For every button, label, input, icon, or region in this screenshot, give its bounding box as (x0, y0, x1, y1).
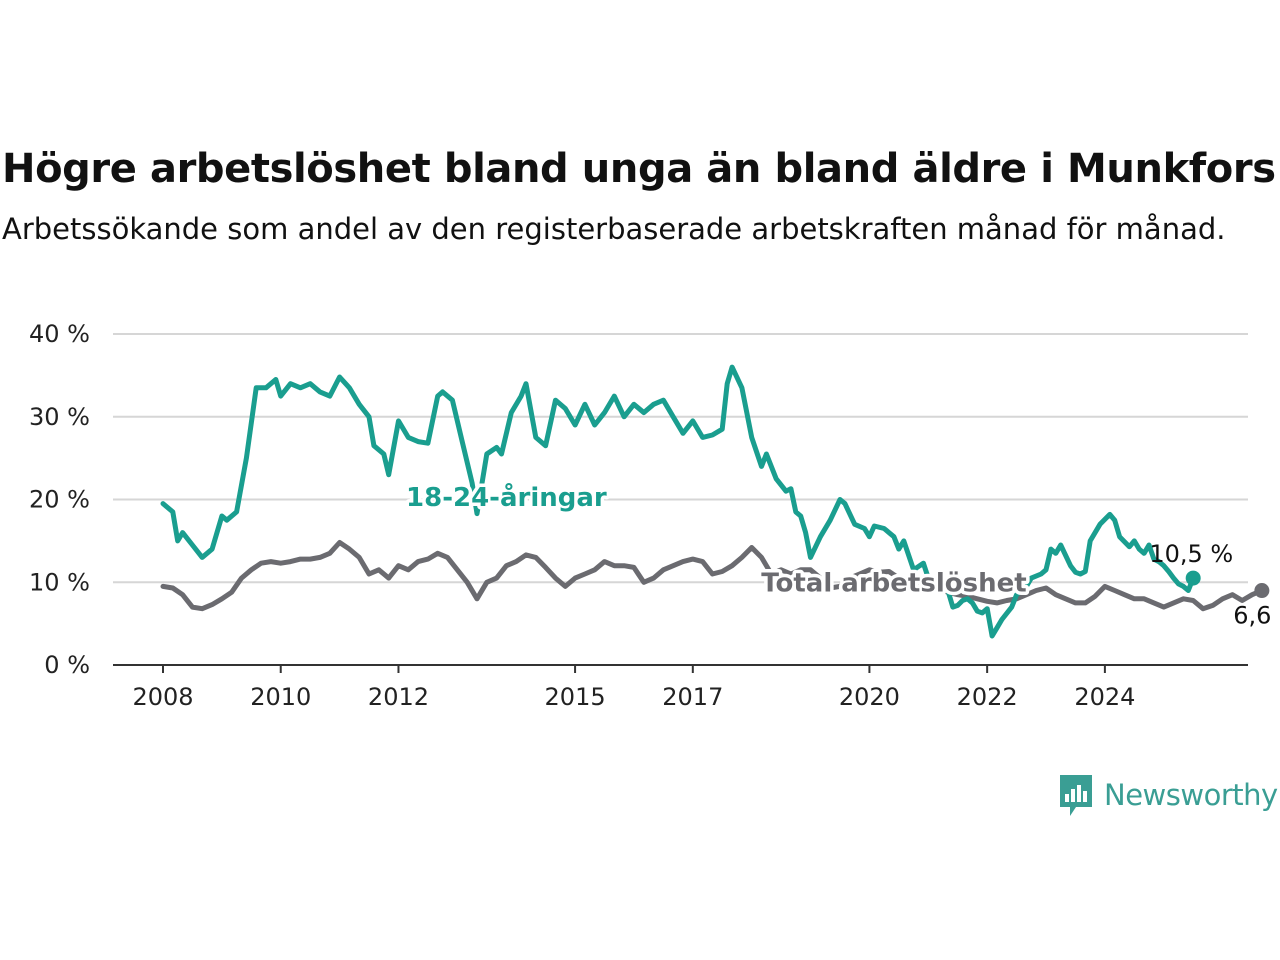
x-tick-label: 2024 (1074, 683, 1135, 711)
newsworthy-logo-icon (1060, 775, 1092, 816)
brand-name: Newsworthy (1104, 778, 1278, 812)
x-tick-label: 2015 (545, 683, 606, 711)
series-endpoint-total-arbetsl-shet (1254, 583, 1270, 599)
y-tick-label: 30 % (29, 403, 90, 431)
label-layer: 10,5 % 18-24-åringar 6,6 % Total arbetslösh… (403, 477, 1280, 630)
x-axis: 2008 2010 2012 2015 2017 2020 2022 2024 (132, 665, 1135, 711)
y-tick-label: 0 % (44, 651, 90, 679)
x-tick-label: 2020 (839, 683, 900, 711)
y-tick-label: 40 % (29, 320, 90, 348)
series-line-total-arbetsl-shet (160, 540, 1265, 612)
x-tick-label: 2022 (957, 683, 1018, 711)
series-endpoint-18-24-ringar (1185, 570, 1201, 586)
chart-title: Högre arbetslöshet bland unga än bland ä… (2, 146, 1276, 192)
end-value-label: 6,6 % (1233, 602, 1280, 630)
y-axis: 0 % 10 % 20 % 30 % 40 % (29, 320, 90, 679)
end-value-label: 10,5 % (1149, 540, 1233, 568)
x-tick-label: 2012 (368, 683, 429, 711)
chart-subtitle: Arbetssökande som andel av den registerb… (2, 212, 1226, 246)
series-label-18-24-ringar: 18-24-åringar (406, 481, 607, 513)
x-tick-label: 2008 (132, 683, 193, 711)
series-line-18-24-ringar (160, 364, 1196, 639)
newsworthy-brand: Newsworthy (1058, 772, 1278, 818)
y-tick-label: 10 % (29, 568, 90, 596)
x-tick-label: 2010 (250, 683, 311, 711)
gridlines (113, 333, 1248, 584)
series-label-total-arbetsl-shet: Total arbetslöshet (761, 568, 1026, 598)
x-tick-label: 2017 (662, 683, 723, 711)
series-layer (160, 364, 1270, 639)
y-tick-label: 20 % (29, 486, 90, 514)
